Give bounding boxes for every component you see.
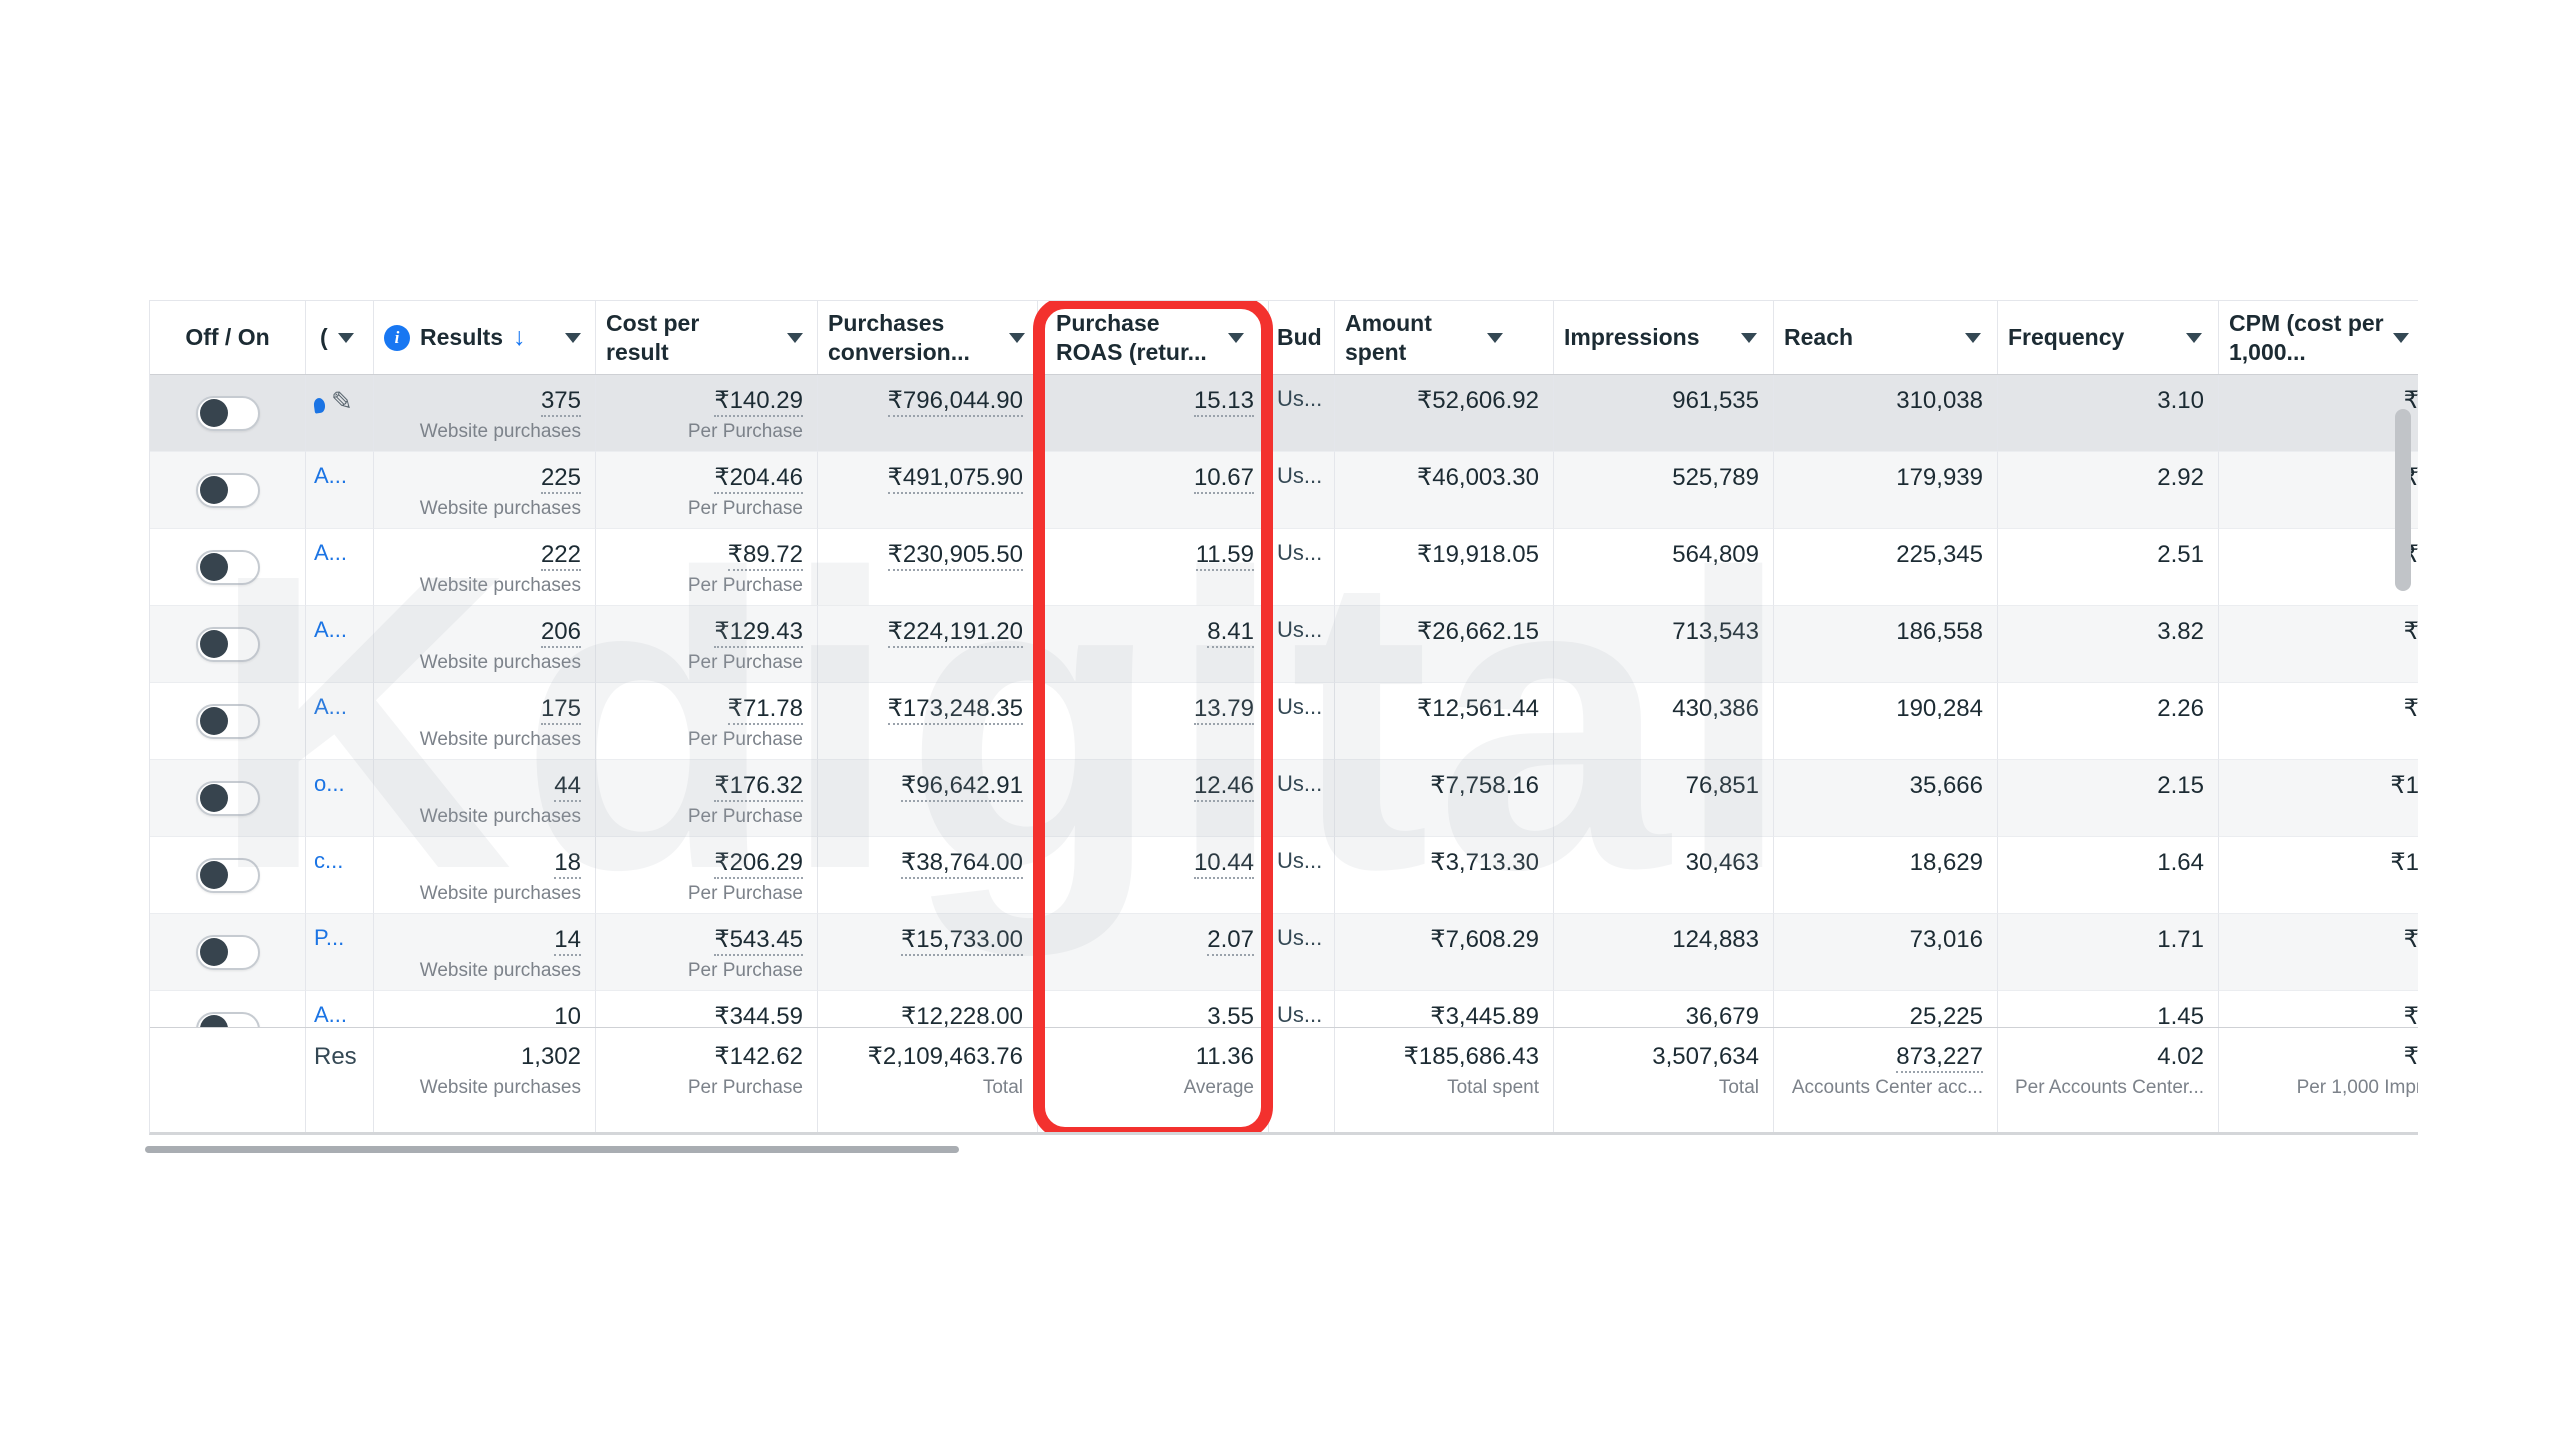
campaign-status-icon xyxy=(313,397,326,414)
roas-cell: 15.13 xyxy=(1038,375,1269,452)
campaign-toggle-cell xyxy=(150,375,306,452)
chevron-down-icon[interactable] xyxy=(2393,332,2409,343)
column-header-impressions[interactable]: Impressions xyxy=(1554,301,1774,374)
budget-cell: Us... xyxy=(1269,375,1335,452)
reach-cell: 310,038 xyxy=(1774,375,1998,452)
column-header-purchases-conversion[interactable]: Purchases conversion... xyxy=(818,301,1038,374)
campaign-name-link[interactable]: A... xyxy=(314,1002,348,1027)
campaign-name-cell[interactable]: A... xyxy=(306,683,374,760)
chevron-down-icon[interactable] xyxy=(1228,332,1244,343)
campaign-name-cell[interactable]: c... xyxy=(306,837,374,914)
toggle-knob xyxy=(199,399,228,427)
campaign-toggle-off[interactable] xyxy=(195,472,260,508)
chevron-down-icon[interactable] xyxy=(1965,332,1981,343)
campaign-toggle-off[interactable] xyxy=(195,780,260,816)
totals-label: Res xyxy=(314,1043,357,1070)
column-header-name[interactable]: ( xyxy=(306,301,374,374)
sort-descending-icon[interactable]: ↓ xyxy=(513,323,526,351)
totals-row: Res 1,302 Website purchases ₹142.62 Per Pu… xyxy=(150,1027,2418,1132)
frequency-cell: 3.10 xyxy=(1998,375,2219,452)
column-header-off-on: Off / On xyxy=(150,301,306,374)
column-header-purchase-roas[interactable]: Purchase ROAS (retur... xyxy=(1038,301,1269,374)
chevron-down-icon[interactable] xyxy=(787,332,803,343)
table-row: A... 206 Website purchases ₹129.43 Per Pur… xyxy=(150,606,2418,683)
campaign-toggle-off[interactable] xyxy=(195,549,260,585)
campaign-toggle-off[interactable] xyxy=(195,857,260,893)
table-header-row: Off / On ( i Results ↓ Cost per result Pur… xyxy=(150,301,2418,375)
campaign-name-link[interactable]: c... xyxy=(314,848,344,873)
campaign-name-cell[interactable]: A... xyxy=(306,529,374,606)
info-icon[interactable]: i xyxy=(384,324,410,351)
campaign-name-cell[interactable]: o... xyxy=(306,760,374,837)
vertical-scrollbar[interactable] xyxy=(2395,409,2411,591)
campaign-name-link[interactable]: o... xyxy=(314,771,345,796)
column-header-amount-spent[interactable]: Amount spent xyxy=(1335,301,1554,374)
table-row: c... 18 Website purchases ₹206.29 Per Purc… xyxy=(150,837,2418,914)
chevron-down-icon[interactable] xyxy=(565,332,581,343)
results-subtitle: Website purchases xyxy=(419,421,581,442)
campaign-toggle-off[interactable] xyxy=(195,703,260,739)
chevron-down-icon[interactable] xyxy=(337,332,354,343)
table-row: ✎ 375 Website purchases ₹140.29 Per Purcha… xyxy=(150,375,2418,452)
table-row: P... 14 Website purchases ₹543.45 Per Purc… xyxy=(150,914,2418,991)
chevron-down-icon[interactable] xyxy=(1487,332,1503,343)
campaign-toggle-off[interactable] xyxy=(195,626,260,662)
cost-per-result-cell: ₹140.29 Per Purchase xyxy=(596,375,818,452)
table-row: o... 44 Website purchases ₹176.32 Per Purc… xyxy=(150,760,2418,837)
table-row: A... 175 Website purchases ₹71.78 Per Purc… xyxy=(150,683,2418,760)
chevron-down-icon[interactable] xyxy=(1741,332,1757,343)
campaign-toggle-off[interactable] xyxy=(195,395,260,431)
horizontal-scrollbar[interactable] xyxy=(145,1146,959,1153)
campaign-name-cell[interactable]: A... xyxy=(306,606,374,683)
campaign-name-link[interactable]: A... xyxy=(314,540,348,565)
column-header-reach[interactable]: Reach xyxy=(1774,301,1998,374)
impressions-cell: 961,535 xyxy=(1554,375,1774,452)
campaign-name-cell[interactable]: A... xyxy=(306,452,374,529)
column-header-cpm[interactable]: CPM (cost per 1,000... xyxy=(2219,301,2418,374)
campaign-name-link[interactable]: A... xyxy=(314,463,348,488)
campaign-name-link[interactable]: A... xyxy=(314,694,348,719)
campaign-name-link[interactable]: A... xyxy=(314,617,348,642)
campaign-name-link[interactable]: P... xyxy=(314,925,345,950)
column-header-cost-per-result[interactable]: Cost per result xyxy=(596,301,818,374)
chevron-down-icon[interactable] xyxy=(1009,332,1025,343)
column-header-budget[interactable]: Bud xyxy=(1269,301,1335,374)
conversion-value-cell: ₹796,044.90 xyxy=(818,375,1038,452)
edit-pencil-icon[interactable]: ✎ xyxy=(331,386,353,416)
results-cell: 375 Website purchases xyxy=(374,375,596,452)
campaigns-table: Off / On ( i Results ↓ Cost per result Pur… xyxy=(149,300,2418,1135)
off-on-label: Off / On xyxy=(185,324,270,350)
amount-spent-cell: ₹52,606.92 xyxy=(1335,375,1554,452)
chevron-down-icon[interactable] xyxy=(2186,332,2202,343)
column-header-frequency[interactable]: Frequency xyxy=(1998,301,2219,374)
cpm-cell: ₹54.71 xyxy=(2219,375,2418,452)
results-value: 375 xyxy=(540,387,581,417)
campaign-name-cell[interactable]: P... xyxy=(306,914,374,991)
campaign-toggle-off[interactable] xyxy=(195,934,260,970)
campaign-name-cell[interactable]: ✎ xyxy=(306,375,374,452)
column-header-results[interactable]: i Results ↓ xyxy=(374,301,596,374)
table-row: A... 225 Website purchases ₹204.46 Per Pur… xyxy=(150,452,2418,529)
table-row: A... 222 Website purchases ₹89.72 Per Purc… xyxy=(150,529,2418,606)
